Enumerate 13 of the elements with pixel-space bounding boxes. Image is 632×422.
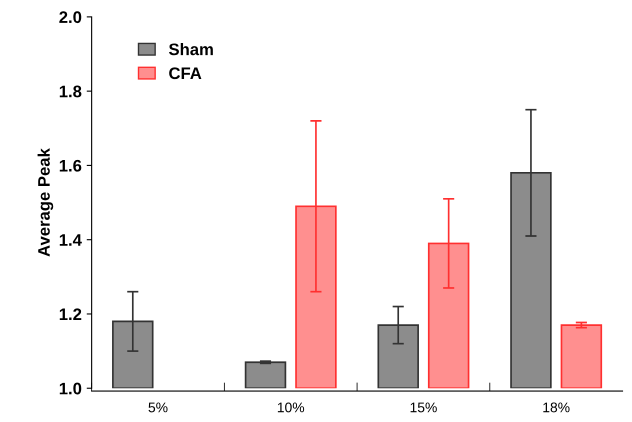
y-tick-label: 1.2 <box>60 308 82 320</box>
y-tick-label: 1.8 <box>60 86 82 98</box>
legend-label: Sham <box>168 43 213 56</box>
y-tick-label: 1.0 <box>60 382 82 394</box>
x-tick-label: 15% <box>410 402 437 412</box>
y-tick-label: 1.6 <box>60 160 82 172</box>
y-tick-label: 2.0 <box>59 11 82 24</box>
legend-label: CFA <box>169 67 202 80</box>
x-tick-label: 18% <box>543 402 570 412</box>
y-tick-label: 1.4 <box>60 234 82 246</box>
x-tick-label: 5% <box>148 402 168 412</box>
x-tick-label: 10% <box>278 402 304 412</box>
y-axis-title: Average Peak <box>38 148 54 256</box>
